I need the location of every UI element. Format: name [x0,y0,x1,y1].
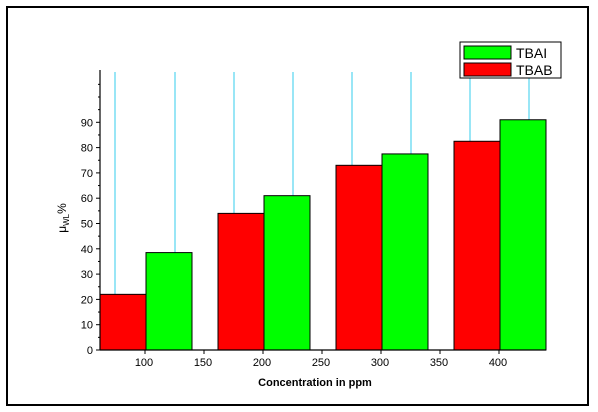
legend-label-tbai: TBAI [516,45,547,61]
legend-label-tbab: TBAB [516,62,553,78]
y-tick-label: 50 [81,219,93,231]
y-tick-label: 60 [81,193,93,205]
y-axis-title-main: μ [55,226,69,233]
bar-tbab-400 [453,140,501,351]
y-tick-label: 0 [87,345,93,357]
x-axis-title: Concentration in ppm [258,377,372,389]
y-tick-label: 20 [81,294,93,306]
bar-tbai-200 [263,195,311,351]
y-tick-label: 40 [81,244,93,256]
bar-tbai-100 [145,252,193,351]
bars [99,119,547,351]
x-tick-label: 200 [253,357,271,369]
x-tick-label: 300 [371,357,389,369]
legend-swatch-tbai [463,45,512,60]
x-tick-label: 100 [135,357,153,369]
y-axis-title-unit: % [55,203,69,214]
bar-tbai-400 [499,119,547,351]
y-tick-label: 70 [81,168,93,180]
bar-tbab-300 [335,164,383,351]
x-tick-label: 250 [312,357,330,369]
x-tick-label: 400 [489,357,507,369]
y-tick-label: 80 [81,143,93,155]
bar-tbai-300 [381,153,429,351]
legend-swatch-tbab [463,62,512,77]
axes: 0 10 20 30 40 50 60 70 80 90 100 150 200 250 300 350 400 [81,70,546,369]
y-tick-label: 10 [81,320,93,332]
y-axis-title-sub: WL [62,213,71,226]
x-tick-label: 150 [194,357,212,369]
bar-tbab-100 [99,293,147,351]
y-tick-label: 30 [81,269,93,281]
y-axis-title: μWL% [55,203,71,233]
x-tick-label: 350 [430,357,448,369]
bar-tbab-200 [217,212,265,351]
y-tick-label: 90 [81,117,93,129]
